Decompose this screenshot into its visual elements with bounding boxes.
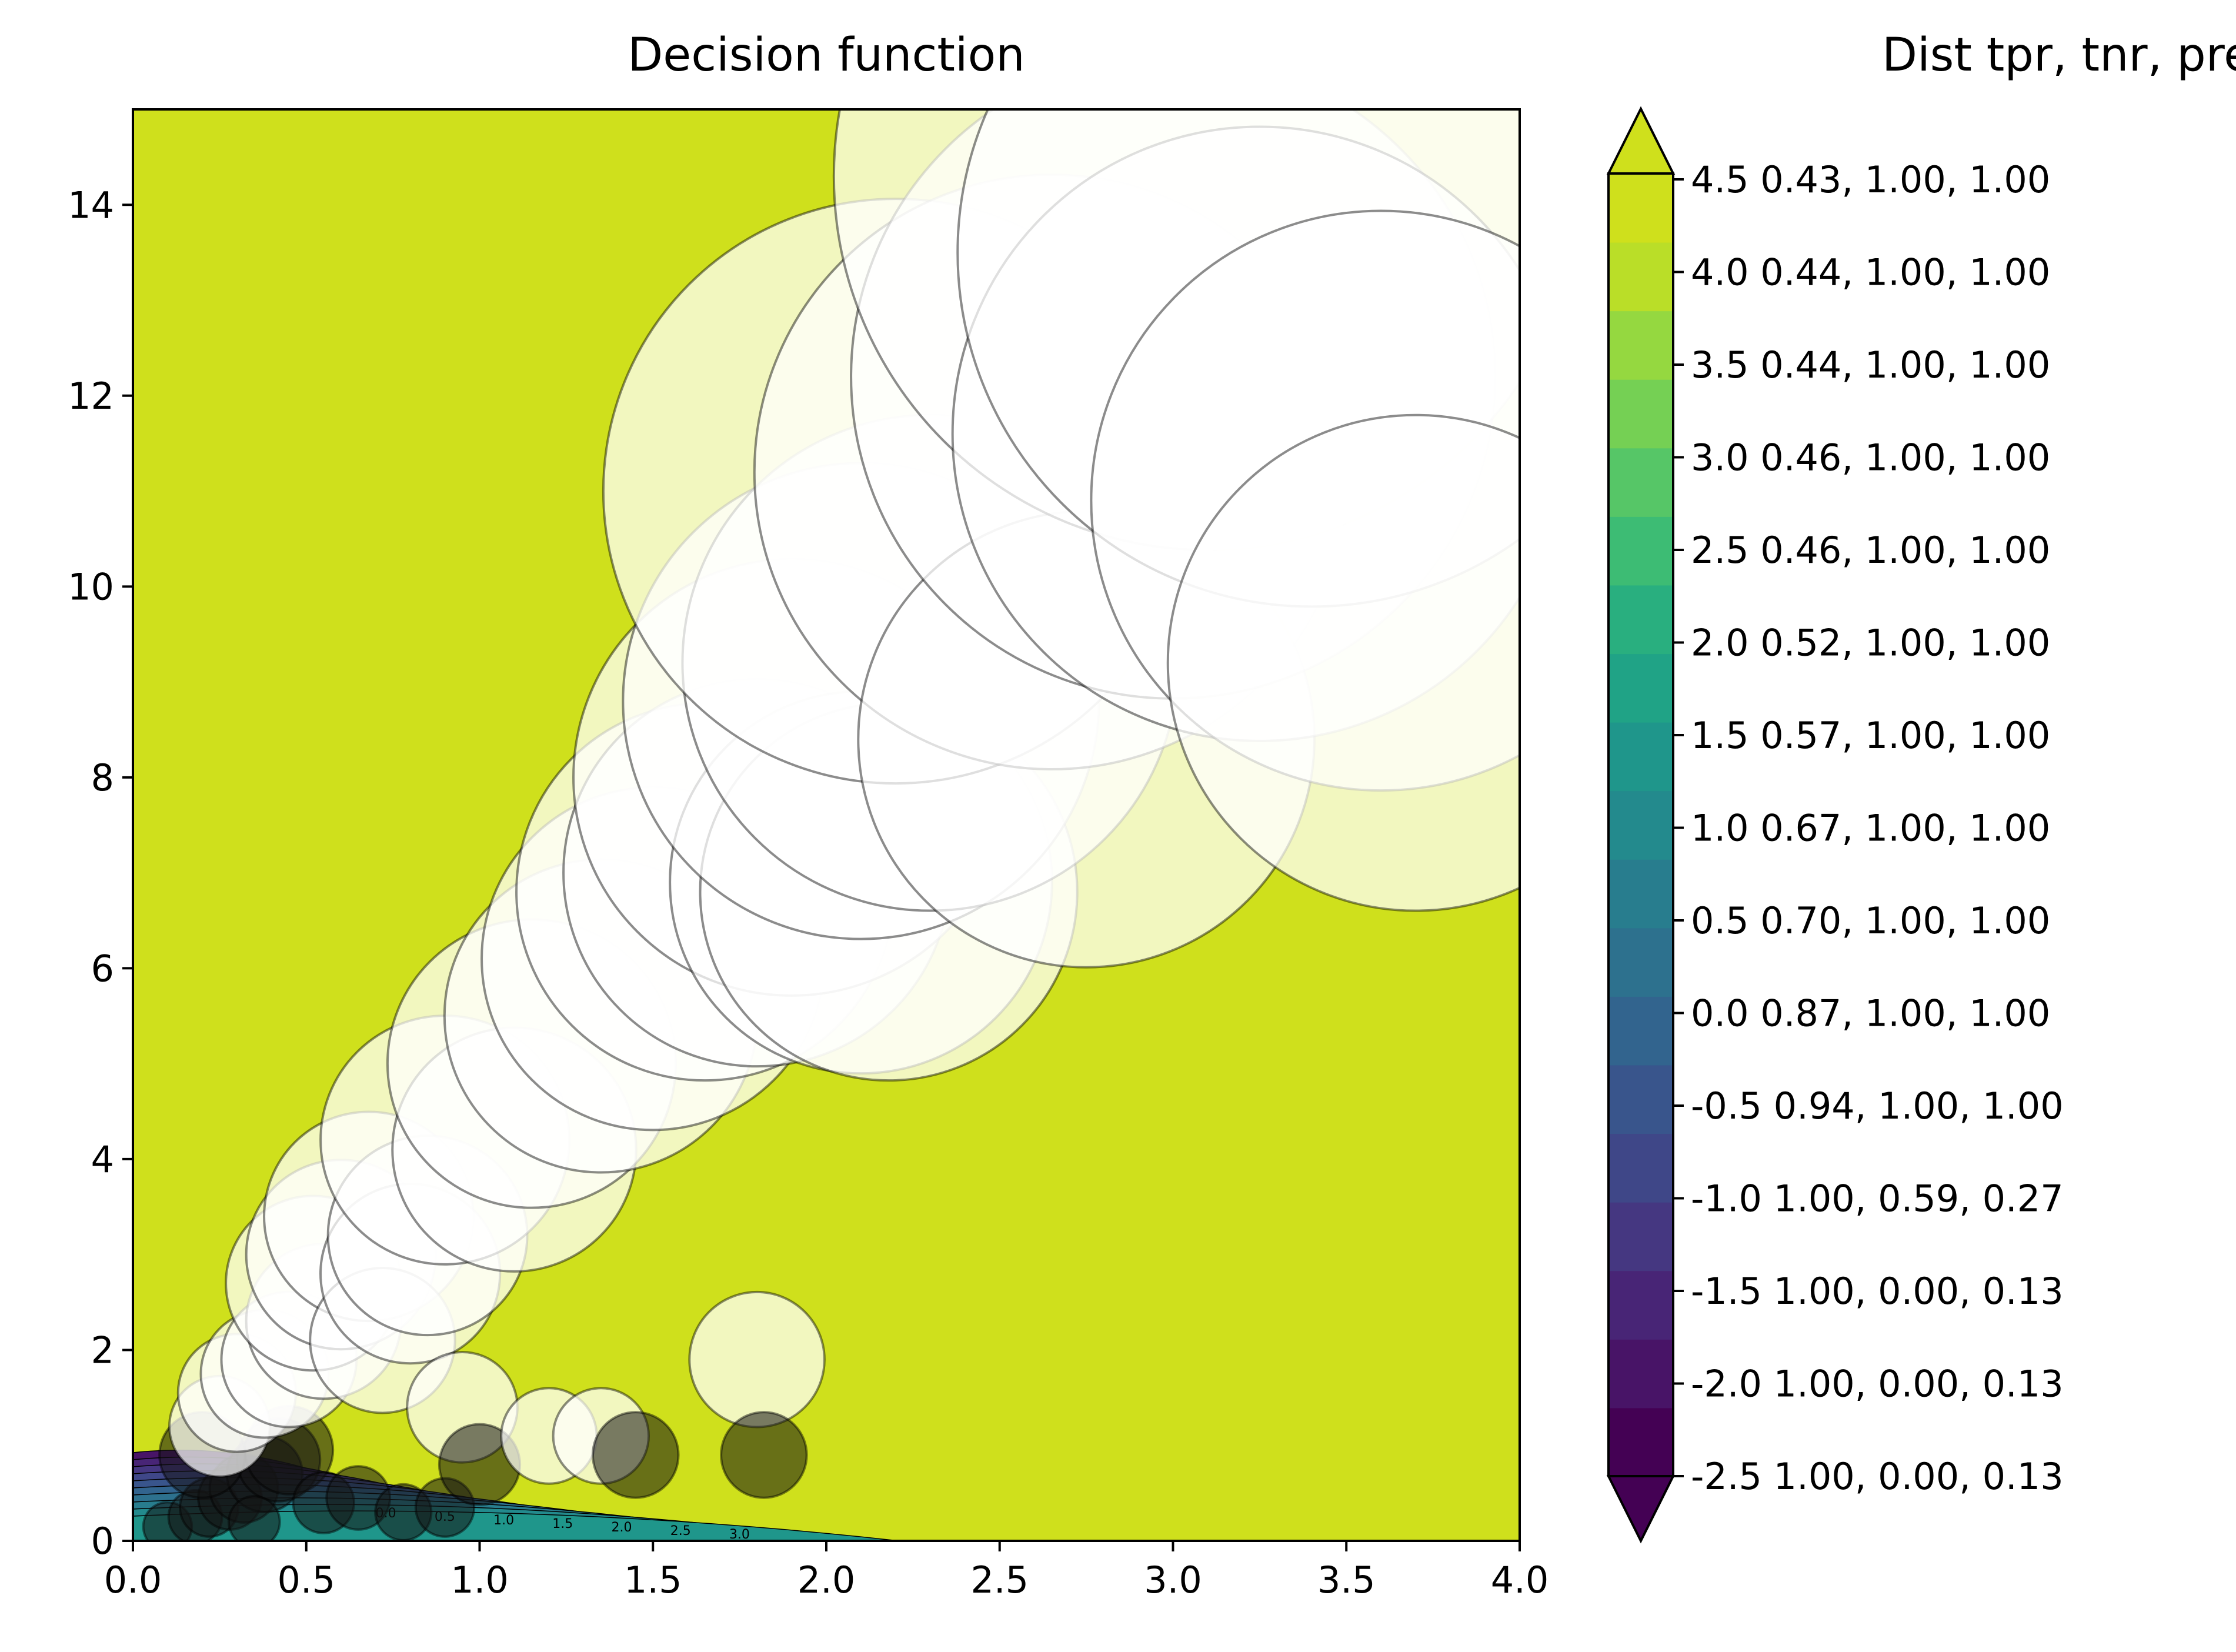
- x-tick-label: 0.0: [104, 1558, 162, 1601]
- colorbar-band: [1608, 722, 1673, 792]
- colorbar-band: [1608, 311, 1673, 380]
- colorbar-over-triangle: [1606, 106, 1676, 175]
- colorbar-band: [1608, 448, 1673, 517]
- colorbar-tick-label: -0.5 0.94, 1.00, 1.00: [1691, 1084, 2064, 1127]
- colorbar-band: [1608, 790, 1673, 860]
- y-tick-label: 0: [91, 1520, 114, 1563]
- colorbar-tick-label: -2.5 1.00, 0.00, 0.13: [1691, 1455, 2064, 1498]
- x-tick-label: 4.0: [1491, 1558, 1549, 1601]
- colorbar-tick-label: 2.0 0.52, 1.00, 1.00: [1691, 622, 2050, 665]
- colorbar-tick-label: 1.5 0.57, 1.00, 1.00: [1691, 714, 2050, 757]
- y-axis: 0 2 4 6 8 10 12 14: [68, 183, 133, 1563]
- colorbar-band: [1608, 1133, 1673, 1203]
- data-point: [591, 1411, 680, 1499]
- y-tick-label: 4: [91, 1138, 114, 1181]
- colorbar-title: Dist tpr, tnr, prec: [1882, 29, 2236, 82]
- y-tick-label: 12: [68, 375, 114, 418]
- colorbar-frame: [1607, 172, 1674, 1477]
- colorbar-band: [1608, 379, 1673, 449]
- colorbar-band: [1608, 516, 1673, 586]
- y-tick-label: 2: [91, 1329, 114, 1371]
- colorbar-band: [1608, 1064, 1673, 1134]
- colorbar-ticks: -2.5 1.00, 0.00, 0.13 -2.0 1.00, 0.00, 0.…: [1673, 158, 2064, 1498]
- colorbar-band: [1608, 1270, 1673, 1340]
- colorbar-band: [1608, 653, 1673, 723]
- contour-label: 3.0: [729, 1527, 750, 1542]
- colorbar-tick-label: 4.5 0.43, 1.00, 1.00: [1691, 158, 2050, 201]
- colorbar-tick-label: 0.5 0.70, 1.00, 1.00: [1691, 899, 2050, 942]
- plot-area: 0.00.51.01.52.02.53.0: [133, 109, 1520, 1542]
- x-tick-label: 1.0: [450, 1558, 509, 1601]
- contour-label: 2.5: [670, 1524, 691, 1538]
- x-tick-label: 3.5: [1317, 1558, 1376, 1601]
- colorbar: [1606, 106, 1676, 1544]
- contour-label: 1.5: [552, 1517, 573, 1531]
- colorbar-under-triangle: [1606, 1475, 1676, 1544]
- colorbar-band: [1608, 927, 1673, 997]
- x-tick-label: 3.0: [1144, 1558, 1202, 1601]
- colorbar-band: [1608, 585, 1673, 655]
- data-point: [688, 1290, 826, 1429]
- x-tick-label: 1.5: [624, 1558, 682, 1601]
- x-tick-label: 0.5: [277, 1558, 335, 1601]
- colorbar-band: [1608, 1202, 1673, 1271]
- x-axis: 0.0 0.5 1.0 1.5 2.0 2.5 3.0 3.5 4.0: [104, 1541, 1549, 1601]
- y-tick-label: 14: [68, 183, 114, 226]
- colorbar-band: [1608, 1339, 1673, 1409]
- colorbar-band: [1608, 996, 1673, 1066]
- colorbar-tick-label: 0.0 0.87, 1.00, 1.00: [1691, 992, 2050, 1035]
- chart-title: Decision function: [628, 29, 1025, 82]
- x-tick-label: 2.0: [797, 1558, 856, 1601]
- x-tick-label: 2.5: [970, 1558, 1029, 1601]
- colorbar-tick-label: 3.0 0.46, 1.00, 1.00: [1691, 436, 2050, 479]
- colorbar-band: [1608, 173, 1673, 243]
- colorbar-tick-label: 2.5 0.46, 1.00, 1.00: [1691, 529, 2050, 572]
- colorbar-band: [1608, 859, 1673, 929]
- data-point: [1166, 413, 1520, 912]
- y-tick-label: 10: [68, 565, 114, 608]
- colorbar-tick-label: -1.0 1.00, 0.59, 0.27: [1691, 1177, 2064, 1220]
- data-point: [720, 1411, 808, 1499]
- colorbar-tick-label: -2.0 1.00, 0.00, 0.13: [1691, 1363, 2064, 1406]
- colorbar-tick-label: 1.0 0.67, 1.00, 1.00: [1691, 807, 2050, 850]
- data-points: [142, 109, 1520, 1541]
- colorbar-band: [1608, 242, 1673, 312]
- colorbar-tick-label: 4.0 0.44, 1.00, 1.00: [1691, 251, 2050, 294]
- colorbar-tick-label: -1.5 1.00, 0.00, 0.13: [1691, 1270, 2064, 1313]
- y-tick-label: 6: [91, 947, 114, 990]
- contour-label: 2.0: [612, 1520, 632, 1535]
- colorbar-tick-label: 3.5 0.44, 1.00, 1.00: [1691, 343, 2050, 386]
- data-point: [227, 1495, 281, 1541]
- contour-label: 1.0: [493, 1513, 514, 1528]
- y-tick-label: 8: [91, 756, 114, 799]
- colorbar-band: [1608, 1407, 1673, 1477]
